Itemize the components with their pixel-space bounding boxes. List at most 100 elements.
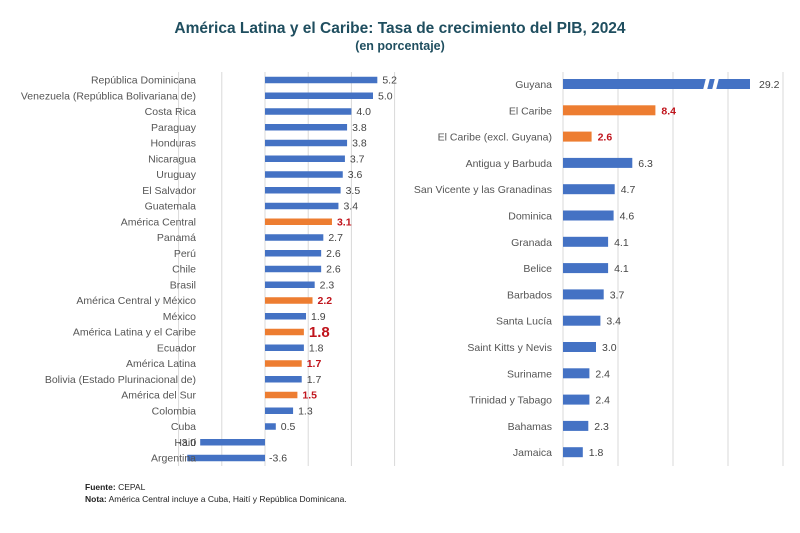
category-label: Costa Rica — [145, 106, 197, 118]
category-label: Colombia — [152, 405, 197, 417]
value-label: 3.7 — [610, 289, 625, 301]
bar — [563, 394, 590, 405]
category-label: Brasil — [170, 279, 196, 291]
bar — [563, 79, 750, 89]
category-label: Venezuela (República Bolivariana de) — [21, 90, 196, 102]
bar — [563, 184, 615, 195]
value-label: 3.8 — [352, 122, 367, 134]
value-label: 3.1 — [337, 216, 352, 228]
right-chart-bars: Guyana 29.2 El Caribe 8.4 El Caribe (excl. G… — [414, 78, 780, 459]
bar — [265, 344, 304, 351]
bar — [265, 360, 302, 367]
category-label: Jamaica — [513, 447, 552, 459]
bar — [265, 250, 322, 257]
category-label: Barbados — [507, 289, 552, 301]
value-label: 3.6 — [348, 169, 363, 181]
value-label: 1.5 — [302, 390, 317, 402]
value-label: 1.8 — [309, 342, 324, 354]
category-label: República Dominicana — [91, 75, 196, 87]
source-note: Fuente: CEPAL — [85, 482, 145, 492]
category-label: América del Sur — [121, 390, 196, 402]
category-label: América Central y México — [76, 295, 196, 307]
axis-break-mark — [712, 78, 719, 90]
value-label: 2.7 — [328, 232, 343, 244]
value-label: 2.2 — [318, 295, 333, 307]
value-label: 29.2 — [759, 79, 780, 91]
category-label: Nicaragua — [148, 153, 196, 165]
bar — [563, 342, 596, 352]
value-label: 2.3 — [594, 421, 609, 433]
category-label: Bolivia (Estado Plurinacional de) — [45, 374, 196, 386]
bar — [265, 281, 315, 288]
value-label: 5.2 — [382, 75, 397, 87]
bar — [265, 155, 345, 162]
category-label: Guatemala — [145, 201, 197, 213]
value-label: 2.6 — [326, 248, 341, 260]
bar — [563, 105, 656, 116]
bar — [265, 407, 294, 414]
value-label: 1.9 — [311, 311, 326, 323]
category-label: Suriname — [507, 368, 552, 380]
bar — [265, 376, 302, 383]
bar — [265, 108, 352, 115]
value-label: 1.8 — [589, 447, 604, 459]
category-label: Granada — [511, 237, 552, 249]
bar — [265, 218, 332, 225]
category-label: Ecuador — [157, 342, 197, 354]
value-label: 2.6 — [598, 132, 613, 144]
category-label: Trinidad y Tabago — [469, 395, 552, 407]
bar — [265, 171, 343, 178]
bar — [563, 315, 601, 326]
value-label: 8.4 — [661, 105, 676, 117]
bar — [265, 234, 324, 241]
category-label: Dominica — [508, 211, 552, 223]
bar — [563, 210, 614, 221]
bar — [265, 265, 322, 273]
chart-subtitle: (en porcentaje) — [355, 39, 445, 53]
category-label: México — [163, 311, 196, 323]
value-label: 3.0 — [602, 342, 617, 354]
value-label: -3.0 — [178, 437, 196, 449]
value-label: 2.4 — [595, 395, 610, 407]
value-label: 4.6 — [620, 211, 635, 223]
source-text: CEPAL — [115, 482, 146, 492]
value-label: 4.7 — [621, 184, 636, 196]
bar — [265, 76, 378, 84]
value-label: 3.4 — [606, 316, 621, 328]
note-text: América Central incluye a Cuba, Haití y … — [106, 494, 347, 504]
value-label: 1.3 — [298, 405, 313, 417]
category-label: Paraguay — [151, 122, 197, 134]
category-label: América Latina — [126, 358, 196, 370]
value-label: -3.6 — [269, 453, 287, 465]
bar — [265, 124, 348, 131]
value-label: 2.3 — [320, 279, 335, 291]
bar — [265, 92, 373, 99]
bar — [563, 289, 604, 300]
category-label: Guyana — [515, 79, 552, 91]
category-label: Antigua y Barbuda — [466, 158, 553, 170]
bar — [265, 139, 348, 147]
left-chart-bars: República Dominicana 5.2 Venezuela (Repúbl… — [21, 75, 397, 465]
category-label: Bahamas — [508, 421, 552, 433]
axis-break-mark — [703, 78, 710, 90]
value-label: 3.7 — [350, 153, 365, 165]
category-label: Haití — [174, 437, 196, 449]
value-label: 2.4 — [595, 368, 610, 380]
footnote: Nota: América Central incluye a Cuba, Ha… — [85, 494, 347, 504]
bar — [563, 368, 590, 379]
category-label: América Central — [121, 216, 196, 228]
value-label: 1.7 — [307, 374, 322, 386]
value-label: 4.0 — [356, 106, 371, 118]
note-label: Nota: — [85, 494, 107, 504]
bar — [187, 454, 265, 462]
bar — [200, 439, 265, 446]
value-label: 2.6 — [326, 264, 341, 276]
source-label: Fuente: — [85, 482, 116, 492]
left-chart-gridlines — [178, 72, 396, 466]
bar — [563, 420, 589, 431]
bar — [265, 187, 341, 194]
bar — [265, 328, 304, 336]
category-label: Santa Lucía — [496, 316, 552, 328]
value-label: 0.5 — [281, 421, 296, 433]
category-label: Perú — [174, 248, 196, 260]
